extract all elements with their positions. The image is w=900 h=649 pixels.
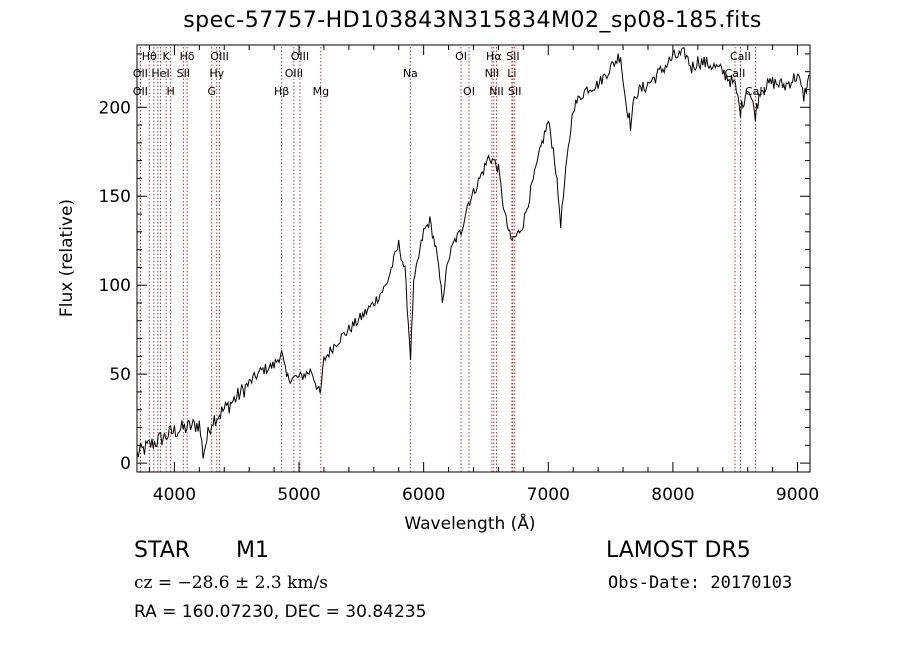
axis-tick-layer: 4000 5000 6000 7000 8000 9000 0 50 100 150 200 <box>99 45 819 505</box>
line-label: HeI <box>151 67 169 80</box>
line-label: SII <box>177 67 190 80</box>
x-tick-label: 5000 <box>277 485 320 505</box>
line-marker-layer: HθOIIOIIHeIKHSIIHδGHγOIIIHβOIIIOIIIMgNaO… <box>133 47 766 472</box>
line-label: NII <box>489 85 504 98</box>
line-label: G <box>208 85 217 98</box>
line-label: NII <box>485 67 500 80</box>
line-label: OIII <box>291 50 309 63</box>
line-label: Na <box>403 67 418 80</box>
coordinates: RA = 160.07230, DEC = 30.84235 <box>134 602 427 622</box>
line-label: K <box>163 50 171 63</box>
x-tick-label: 6000 <box>402 485 445 505</box>
line-label: Mg <box>313 85 329 98</box>
y-tick-label: 0 <box>120 454 131 474</box>
plot-frame <box>136 44 811 473</box>
x-tick-label: 8000 <box>651 485 694 505</box>
line-label: CaII <box>725 67 746 80</box>
object-subclass: M1 <box>236 538 269 563</box>
line-label: Hθ <box>142 50 157 63</box>
line-label: Hγ <box>209 67 224 80</box>
object-class: STAR <box>134 538 191 563</box>
line-label: OI <box>463 85 475 98</box>
survey-name: LAMOST DR5 <box>606 538 751 563</box>
line-label: SII <box>506 50 519 63</box>
line-label: Hδ <box>180 50 195 63</box>
y-tick-label: 50 <box>109 365 131 385</box>
line-label: H <box>167 85 175 98</box>
x-tick-label: 9000 <box>776 485 819 505</box>
y-tick-label: 100 <box>99 276 131 296</box>
line-label: Hβ <box>274 85 289 98</box>
line-label: OII <box>133 85 148 98</box>
line-label: OIII <box>285 67 303 80</box>
y-tick-label: 150 <box>99 187 131 207</box>
line-label: OIII <box>210 50 228 63</box>
chart-title: spec-57757-HD103843N315834M02_sp08-185.f… <box>183 8 762 33</box>
y-tick-label: 200 <box>99 98 131 118</box>
line-label: CaII <box>730 50 751 63</box>
x-tick-label: 4000 <box>153 485 196 505</box>
y-axis-label: Flux (relative) <box>57 199 77 317</box>
x-axis-label: Wavelength (Å) <box>404 512 535 534</box>
line-label: Li <box>507 67 516 80</box>
x-tick-label: 7000 <box>527 485 570 505</box>
observation-date: Obs-Date: 20170103 <box>608 573 793 593</box>
line-label: SII <box>508 85 521 98</box>
redshift-velocity: cz = −28.6 ± 2.3 km/s <box>134 573 328 593</box>
line-label: OI <box>455 50 467 63</box>
spectrum-line <box>136 47 811 459</box>
line-label: Hα <box>486 50 502 63</box>
